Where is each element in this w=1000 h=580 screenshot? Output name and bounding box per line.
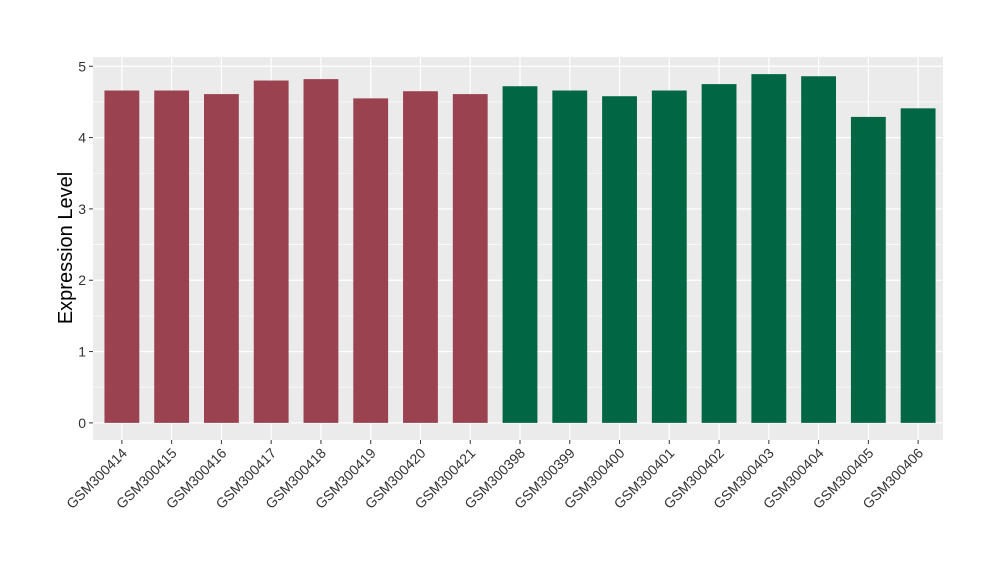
bar-GSM300418 <box>303 79 339 423</box>
y-tick-label: 2 <box>78 272 86 288</box>
bars <box>104 74 936 423</box>
y-axis-label: Expression Level <box>55 172 77 324</box>
y-tick-label: 4 <box>78 130 86 146</box>
bar-GSM300420 <box>403 91 438 423</box>
bar-GSM300421 <box>452 94 488 423</box>
y-tick-label: 5 <box>78 58 86 74</box>
bar-GSM300417 <box>253 80 289 423</box>
bar-GSM300403 <box>751 74 787 423</box>
y-tick-label: 0 <box>78 415 86 431</box>
bar-GSM300414 <box>104 90 140 423</box>
bar-GSM300416 <box>203 94 239 423</box>
bar-GSM300402 <box>701 84 737 423</box>
bar-GSM300419 <box>353 98 389 423</box>
bar-GSM300398 <box>502 86 538 423</box>
x-axis: GSM300414GSM300415GSM300416GSM300417GSM3… <box>63 440 926 512</box>
bar-GSM300415 <box>154 90 190 423</box>
bar-GSM300399 <box>552 90 588 423</box>
bar-GSM300406 <box>900 108 936 423</box>
bar-GSM300401 <box>651 90 687 423</box>
y-axis: 0 1 2 3 4 5 <box>78 58 93 431</box>
bar-GSM300405 <box>850 116 886 423</box>
y-tick-label: 1 <box>78 344 86 360</box>
y-tick-label: 3 <box>78 201 86 217</box>
bar-GSM300404 <box>801 76 837 423</box>
bar-GSM300400 <box>602 96 637 423</box>
